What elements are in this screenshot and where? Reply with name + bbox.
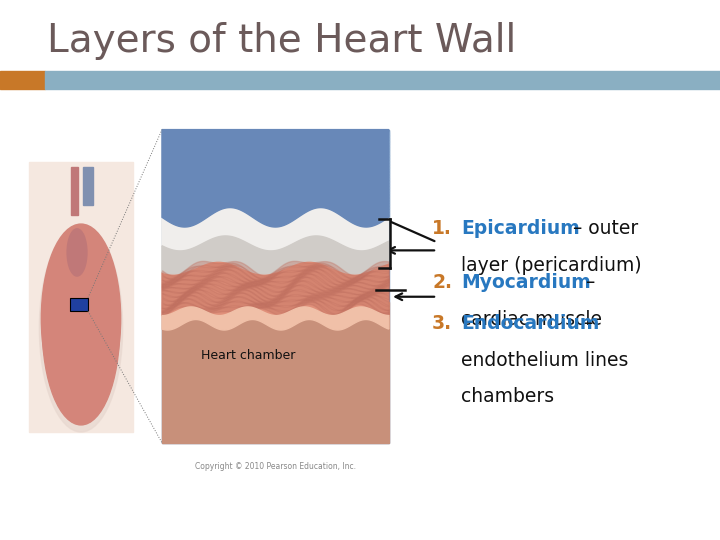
Bar xyxy=(230,221,389,228)
Bar xyxy=(230,138,389,145)
Bar xyxy=(230,207,389,213)
Ellipse shape xyxy=(40,224,122,432)
Bar xyxy=(162,302,389,443)
Text: endothelium lines: endothelium lines xyxy=(461,350,628,370)
Text: Myocardium: Myocardium xyxy=(461,273,590,293)
Bar xyxy=(230,213,389,219)
Bar xyxy=(45,71,720,89)
Text: 2.: 2. xyxy=(432,273,452,293)
Bar xyxy=(230,173,389,179)
Bar xyxy=(83,167,93,205)
Text: Layers of the Heart Wall: Layers of the Heart Wall xyxy=(47,22,516,59)
Ellipse shape xyxy=(42,231,120,425)
Ellipse shape xyxy=(43,262,71,338)
Bar xyxy=(230,193,389,199)
Bar xyxy=(230,144,389,150)
Bar xyxy=(230,268,389,274)
Text: 1.: 1. xyxy=(432,219,452,238)
Text: – outer: – outer xyxy=(567,219,639,238)
Bar xyxy=(230,179,389,185)
Bar xyxy=(230,199,389,205)
Text: cardiac muscle: cardiac muscle xyxy=(461,310,602,329)
Text: Epicardium: Epicardium xyxy=(461,219,580,238)
Bar xyxy=(230,271,389,277)
Bar xyxy=(29,162,133,432)
Bar xyxy=(230,262,389,268)
Bar xyxy=(230,153,389,159)
Bar xyxy=(230,201,389,208)
Bar xyxy=(230,259,389,265)
Bar xyxy=(230,251,389,256)
Bar xyxy=(230,245,389,251)
Bar xyxy=(162,130,389,443)
Polygon shape xyxy=(162,207,389,274)
Text: layer (pericardium): layer (pericardium) xyxy=(461,255,642,275)
Bar xyxy=(230,227,389,234)
Bar xyxy=(230,216,389,222)
Text: –: – xyxy=(580,273,595,293)
Bar xyxy=(230,156,389,162)
Bar xyxy=(230,236,389,242)
Text: –: – xyxy=(578,314,593,333)
Polygon shape xyxy=(162,236,389,274)
Bar xyxy=(230,158,389,165)
Bar xyxy=(230,184,389,191)
Bar xyxy=(230,187,389,193)
Bar xyxy=(71,167,78,214)
Bar xyxy=(230,230,389,237)
Bar xyxy=(70,298,88,311)
Bar xyxy=(0,71,45,89)
Bar xyxy=(230,141,389,147)
Bar xyxy=(230,161,389,167)
Bar xyxy=(230,239,389,245)
Bar xyxy=(230,181,389,187)
Text: Endocardium: Endocardium xyxy=(461,314,599,333)
Bar xyxy=(230,233,389,239)
Bar xyxy=(230,210,389,217)
Bar xyxy=(230,204,389,211)
Bar xyxy=(230,150,389,156)
Bar xyxy=(230,219,389,225)
Ellipse shape xyxy=(41,224,121,413)
Bar xyxy=(230,242,389,248)
Bar xyxy=(230,167,389,173)
Bar xyxy=(230,147,389,153)
Bar xyxy=(230,164,389,171)
Text: chambers: chambers xyxy=(461,387,554,407)
Bar xyxy=(230,265,389,271)
Bar xyxy=(230,247,389,254)
Bar xyxy=(230,130,389,136)
Bar xyxy=(230,196,389,202)
Bar xyxy=(230,225,389,231)
Ellipse shape xyxy=(67,229,87,276)
Bar xyxy=(230,136,389,141)
Text: Heart chamber: Heart chamber xyxy=(201,349,295,362)
Polygon shape xyxy=(162,261,389,315)
Bar xyxy=(230,132,389,139)
Text: Copyright © 2010 Pearson Education, Inc.: Copyright © 2010 Pearson Education, Inc. xyxy=(195,462,356,471)
Bar xyxy=(230,190,389,196)
Polygon shape xyxy=(162,307,389,330)
Bar xyxy=(230,256,389,262)
Bar xyxy=(230,176,389,182)
Text: 3.: 3. xyxy=(432,314,452,333)
Bar xyxy=(230,253,389,260)
Polygon shape xyxy=(162,130,389,227)
Bar xyxy=(230,170,389,176)
